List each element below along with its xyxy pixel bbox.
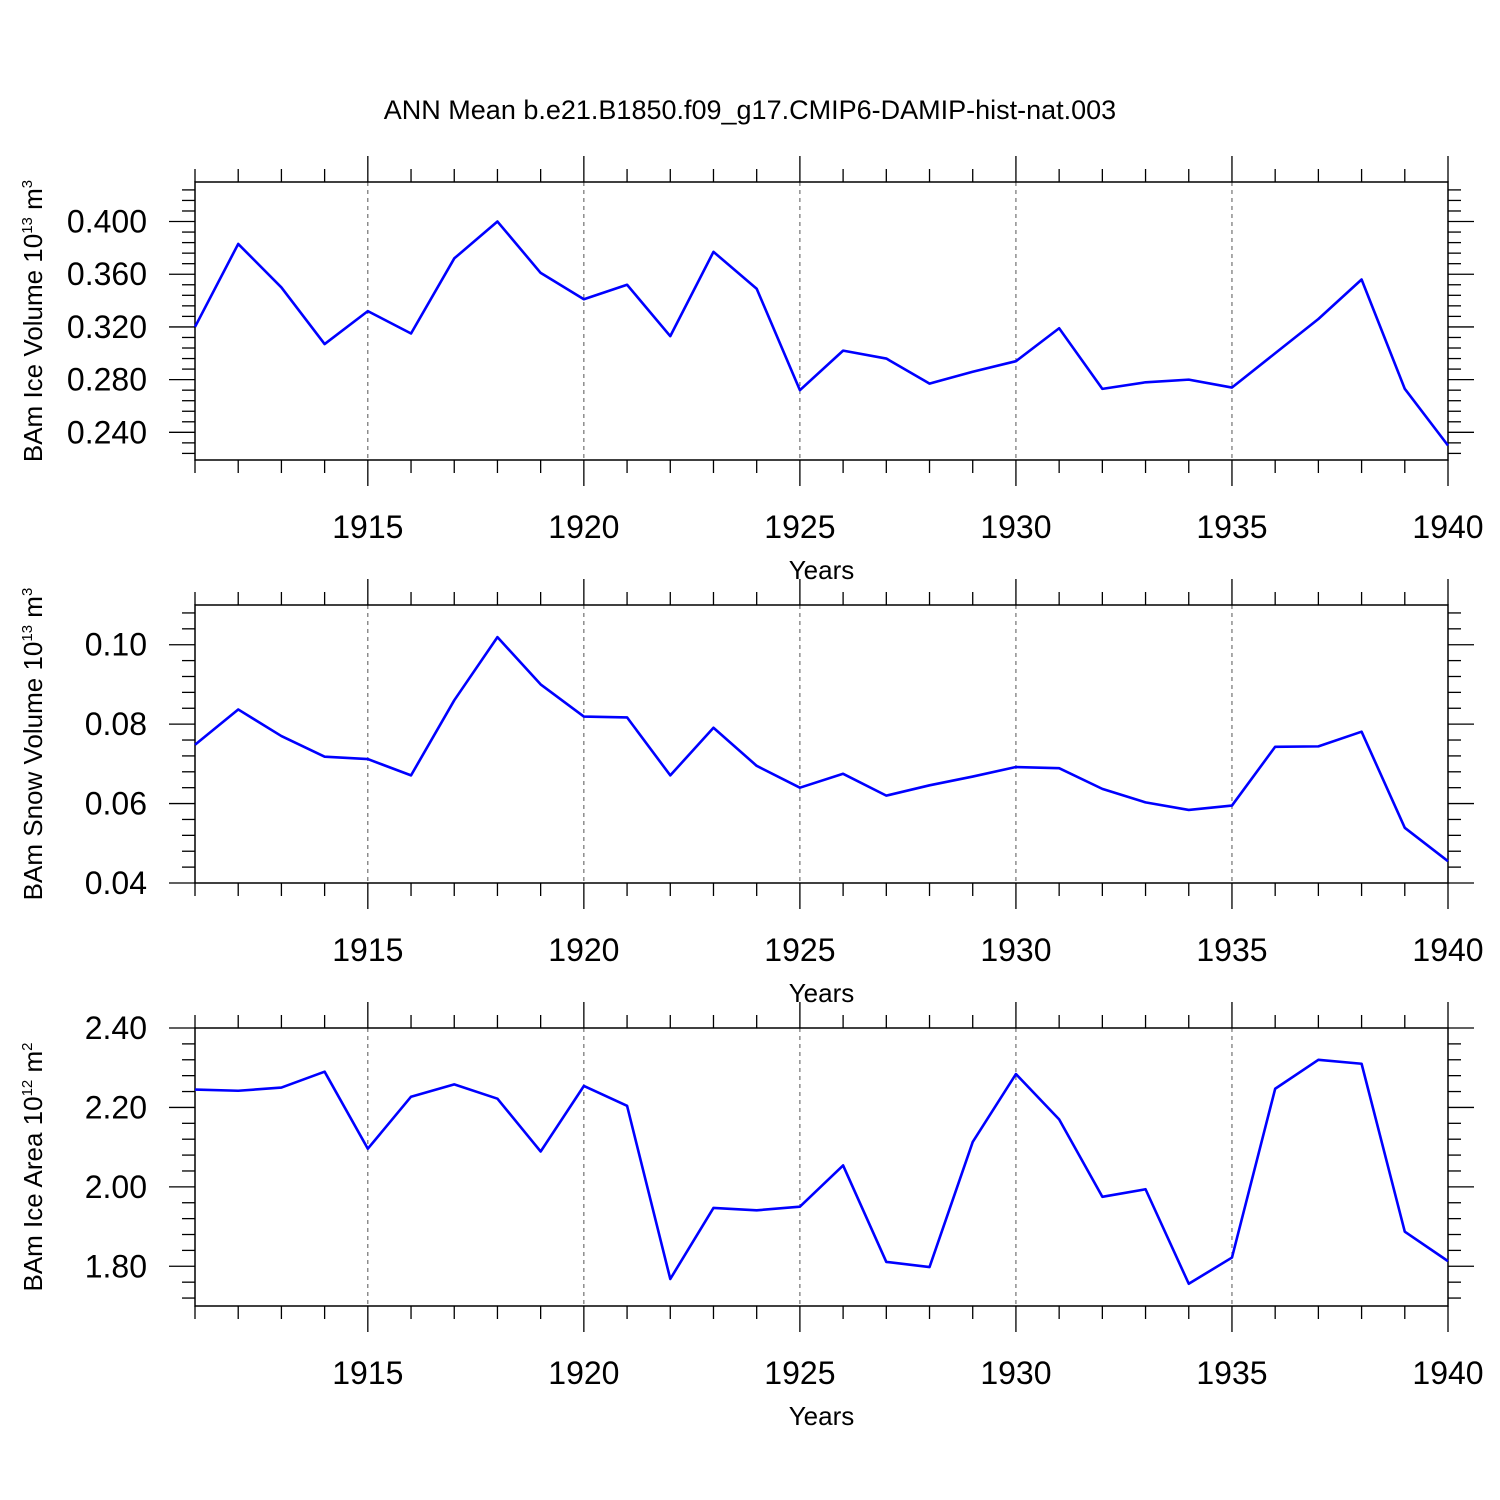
y-tick-label: 1.80 xyxy=(85,1248,147,1284)
x-tick-label: 1940 xyxy=(1412,509,1483,545)
y-axis-label: BAm Ice Area 1012 m2 xyxy=(18,1042,48,1291)
panel-snow-volume: 1915 1920 1925 1930 1935 1940 Years 0.04 0.06 0.0… xyxy=(18,579,1484,1008)
x-tick-label: 1935 xyxy=(1196,932,1267,968)
panel-ice-area: 1915 1920 1925 1930 1935 1940 Years 1.80 2.00 2.2… xyxy=(18,1002,1484,1431)
plot-frame xyxy=(194,604,1449,884)
x-axis-label: Years xyxy=(789,1401,855,1431)
x-axis-label: Years xyxy=(789,555,855,585)
x-tick-label: 1930 xyxy=(980,509,1051,545)
x-tick-label: 1920 xyxy=(548,932,619,968)
y-tick-label: 0.320 xyxy=(67,309,147,345)
y-tick-label: 0.10 xyxy=(85,627,147,663)
x-tick-label: 1915 xyxy=(332,1355,403,1391)
x-tick-label: 1925 xyxy=(764,509,835,545)
x-tick-label: 1940 xyxy=(1412,932,1483,968)
y-axis-label: BAm Snow Volume 1013 m3 xyxy=(18,588,48,901)
y-tick-label: 0.400 xyxy=(67,204,147,240)
y-tick-label: 0.280 xyxy=(67,362,147,398)
x-axis-label: Years xyxy=(789,978,855,1008)
panel-ice-volume: 1915 1920 1925 1930 1935 1940 Years 0.240 0.280 0… xyxy=(18,156,1484,585)
series-line-snow-volume xyxy=(194,635,1449,863)
x-tick-label: 1920 xyxy=(548,509,619,545)
x-tick-label: 1930 xyxy=(980,932,1051,968)
y-tick-label: 0.240 xyxy=(67,414,147,450)
y-tick-label: 2.20 xyxy=(85,1089,147,1125)
y-tick-label: 0.360 xyxy=(67,256,147,292)
y-tick-label: 2.00 xyxy=(85,1169,147,1205)
y-tick-label: 2.40 xyxy=(85,1010,147,1046)
series-line-ice-area xyxy=(194,1058,1449,1286)
plot-frame xyxy=(194,181,1449,461)
y-tick-label: 0.04 xyxy=(85,865,147,901)
y-axis-label: BAm Ice Volume 1013 m3 xyxy=(18,180,48,462)
x-tick-label: 1940 xyxy=(1412,1355,1483,1391)
plot-frame xyxy=(194,1027,1449,1307)
y-tick-label: 0.08 xyxy=(85,706,147,742)
x-tick-label: 1920 xyxy=(548,1355,619,1391)
x-tick-label: 1925 xyxy=(764,1355,835,1391)
x-tick-label: 1915 xyxy=(332,509,403,545)
y-tick-label: 0.06 xyxy=(85,786,147,822)
x-tick-label: 1935 xyxy=(1196,1355,1267,1391)
x-tick-label: 1935 xyxy=(1196,509,1267,545)
series-line-ice-volume xyxy=(193,220,1450,447)
x-tick-label: 1915 xyxy=(332,932,403,968)
x-tick-label: 1925 xyxy=(764,932,835,968)
x-tick-label: 1930 xyxy=(980,1355,1051,1391)
figure-title: ANN Mean b.e21.B1850.f09_g17.CMIP6-DAMIP… xyxy=(384,95,1116,125)
